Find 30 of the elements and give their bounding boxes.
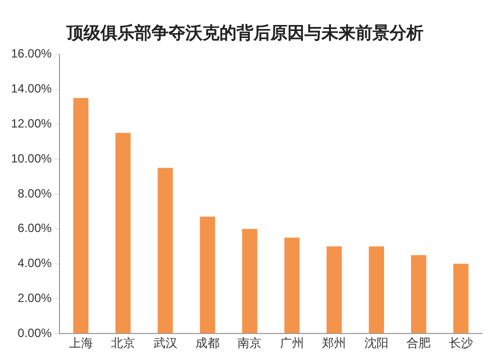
bar	[284, 238, 300, 334]
chart-title: 顶级俱乐部争夺沃克的背后原因与未来前景分析	[66, 24, 424, 44]
bar	[242, 228, 258, 334]
y-tick-label: 14.00%	[10, 82, 52, 96]
x-tick-label: 合肥	[406, 336, 431, 350]
y-tick-label: 2.00%	[18, 291, 52, 306]
y-tick-label: 12.00%	[10, 116, 52, 131]
bar	[411, 255, 426, 334]
x-tick-label: 上海	[68, 336, 93, 350]
x-tick-label: 成都	[196, 336, 220, 350]
bar	[368, 246, 384, 334]
y-tick-label: 10.00%	[10, 151, 52, 166]
bar	[326, 246, 342, 334]
y-tick-label: 6.00%	[18, 221, 52, 236]
x-tick-label: 沈阳	[364, 336, 388, 350]
x-tick-label: 长沙	[448, 336, 473, 350]
x-tick-label: 广州	[280, 336, 304, 350]
y-tick-label: 8.00%	[18, 186, 52, 200]
y-tick-label: 0.00%	[18, 326, 52, 340]
bar	[158, 168, 173, 334]
y-tick-label: 16.00%	[10, 46, 52, 61]
bar	[115, 132, 131, 334]
bar	[453, 264, 468, 334]
bar	[200, 216, 216, 334]
x-tick-label: 郑州	[322, 336, 346, 350]
bar	[73, 98, 88, 334]
y-tick-label: 4.00%	[18, 256, 52, 270]
x-tick-label: 武汉	[153, 336, 178, 350]
x-tick-label: 北京	[111, 336, 136, 350]
x-tick-label: 南京	[238, 336, 262, 350]
